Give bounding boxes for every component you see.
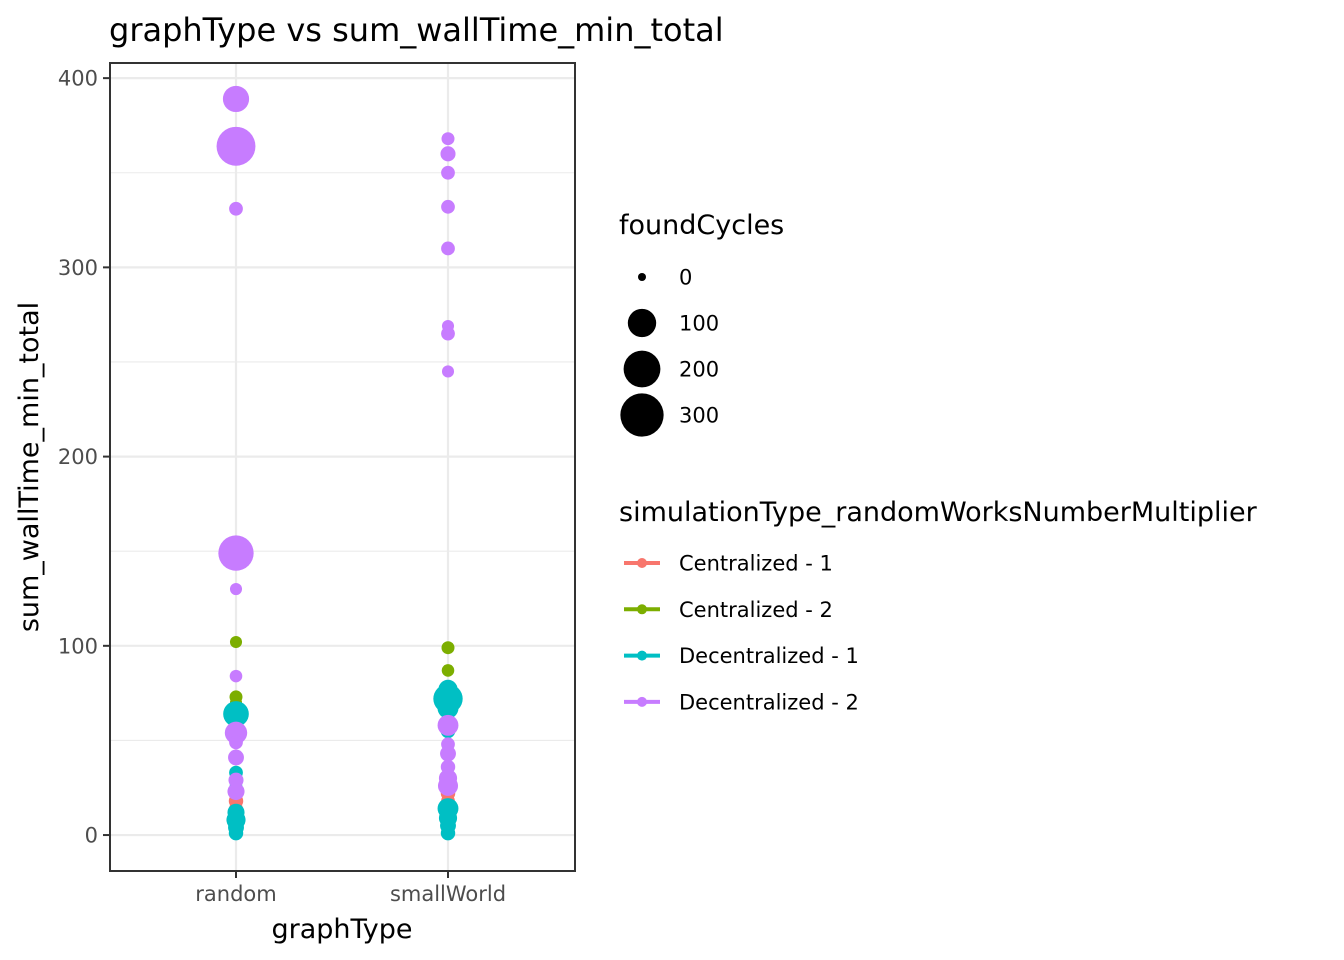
color-legend-point xyxy=(637,696,647,707)
data-point xyxy=(218,535,254,571)
y-tick-label: 300 xyxy=(58,256,98,280)
data-point xyxy=(440,825,456,841)
size-legend-label: 100 xyxy=(679,312,719,336)
y-axis: 0 100 200 300 400 xyxy=(58,67,110,848)
panel-border xyxy=(109,62,576,872)
color-legend-label: Decentralized - 1 xyxy=(679,644,859,668)
color-legend-point xyxy=(637,558,647,568)
x-tick-label: smallWorld xyxy=(390,882,506,906)
x-axis: random smallWorld xyxy=(195,871,506,906)
data-point xyxy=(228,749,244,766)
color-legend-label: Centralized - 2 xyxy=(679,598,833,622)
data-point xyxy=(229,201,243,216)
size-legend-label: 200 xyxy=(679,358,719,382)
x-axis-title: graphType xyxy=(271,914,412,945)
color-legend-label: Centralized - 1 xyxy=(679,552,833,576)
plot-panel xyxy=(109,62,576,872)
data-point xyxy=(441,365,455,378)
color-legend-label: Decentralized - 2 xyxy=(679,690,859,714)
data-point xyxy=(216,126,256,166)
y-axis-title: sum_wallTime_min_total xyxy=(14,302,45,632)
data-point xyxy=(441,641,455,655)
data-points xyxy=(216,85,463,841)
x-tick-label: random xyxy=(195,882,276,906)
y-tick-label: 0 xyxy=(85,824,98,848)
data-point xyxy=(228,825,244,841)
size-legend-key xyxy=(638,273,646,281)
data-point xyxy=(227,782,245,801)
size-legend-label: 0 xyxy=(679,266,692,290)
data-point xyxy=(229,669,243,683)
data-point xyxy=(229,635,243,649)
size-legend: foundCycles 0 100 200 300 xyxy=(619,210,784,437)
data-point xyxy=(441,165,455,180)
color-legend-point xyxy=(637,650,647,661)
y-tick-label: 400 xyxy=(58,67,98,91)
data-point xyxy=(437,714,459,736)
data-point xyxy=(441,664,455,677)
y-tick-label: 100 xyxy=(58,634,98,658)
size-legend-key xyxy=(623,350,661,388)
data-point xyxy=(437,697,459,719)
data-point xyxy=(440,146,456,162)
data-point xyxy=(229,583,243,596)
size-legend-label: 300 xyxy=(679,404,719,428)
data-point xyxy=(441,326,455,341)
data-point xyxy=(441,241,455,256)
data-point xyxy=(441,199,455,214)
size-legend-title: foundCycles xyxy=(619,210,784,241)
size-legend-key xyxy=(627,308,657,338)
color-legend: simulationType_randomWorksNumberMultipli… xyxy=(619,497,1258,714)
data-point xyxy=(229,735,243,750)
size-legend-key xyxy=(620,393,664,437)
chart-title: graphType vs sum_wallTime_min_total xyxy=(109,11,724,49)
panel-background xyxy=(110,63,575,871)
data-point xyxy=(437,775,459,796)
data-point xyxy=(222,85,250,113)
data-point xyxy=(440,745,456,762)
data-point xyxy=(441,132,455,146)
color-legend-point xyxy=(637,604,647,615)
y-tick-label: 200 xyxy=(58,445,98,469)
data-point xyxy=(223,701,249,727)
color-legend-title: simulationType_randomWorksNumberMultipli… xyxy=(619,497,1258,528)
